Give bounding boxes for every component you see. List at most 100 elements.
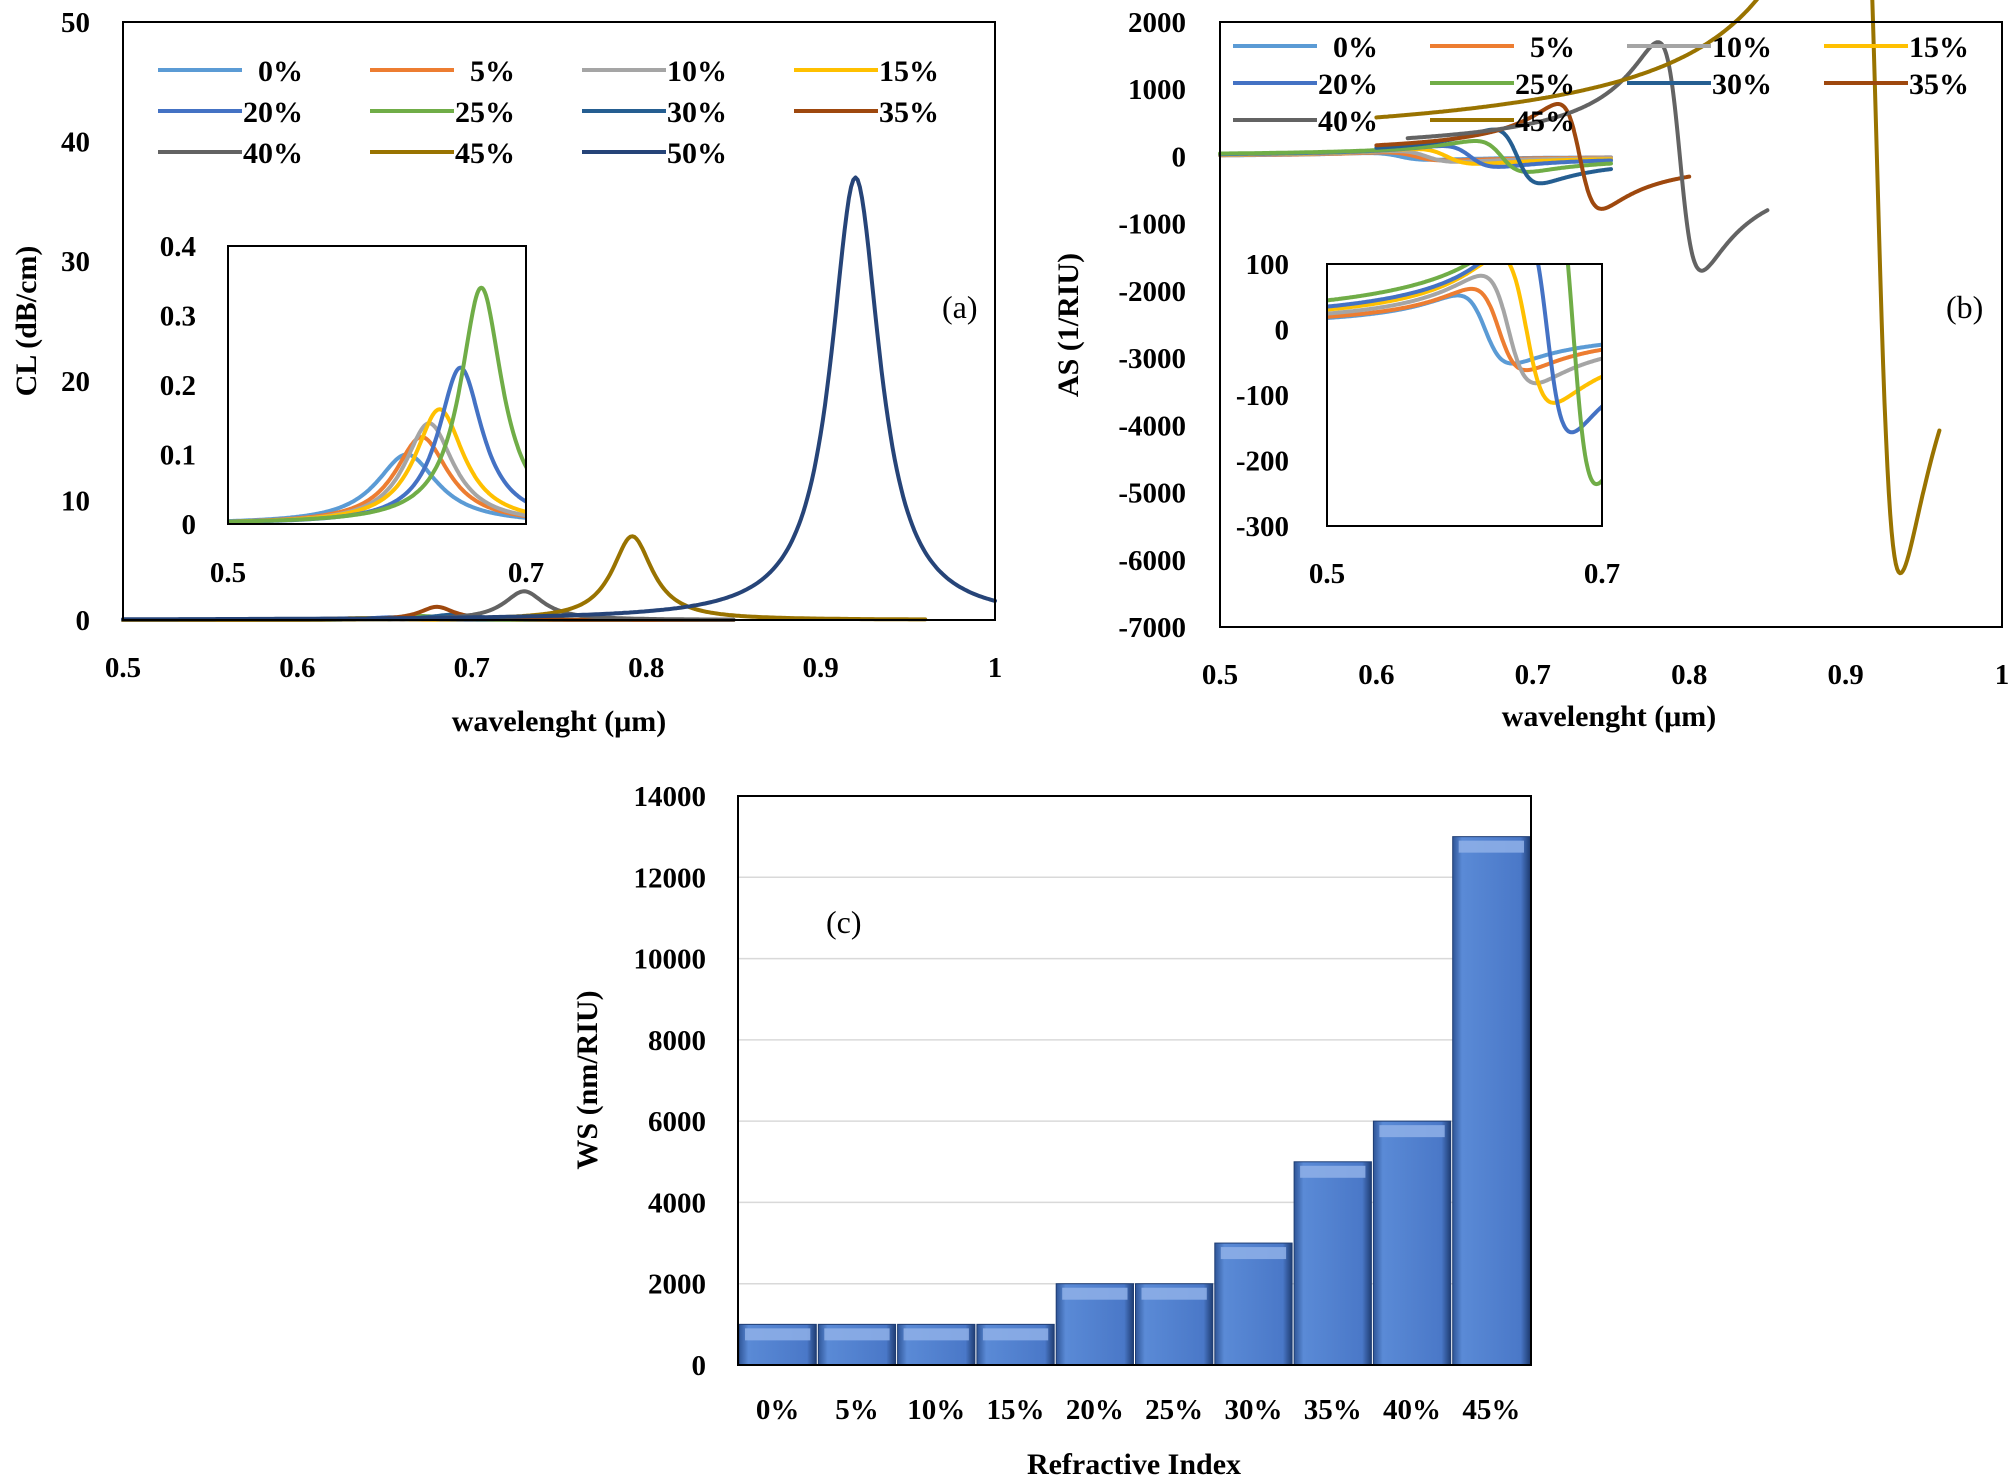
- chart-c-bar-bevel: [1458, 840, 1524, 853]
- chart-c-xtick: 20%: [1066, 1394, 1124, 1426]
- chart-a-xtick: 0.9: [802, 652, 838, 684]
- legend-label-35pct: 35%: [1909, 68, 1969, 101]
- chart-c-bar-bevel: [1062, 1287, 1128, 1300]
- chart-c-bar-15pct: [976, 1323, 1055, 1366]
- chart-a-xtick: 0.5: [105, 652, 141, 684]
- legend-label-5pct: 5%: [470, 55, 515, 88]
- chart-c-xtick: 10%: [907, 1394, 965, 1426]
- chart-a-inset-curves: [228, 285, 526, 524]
- chart-b-xtick: 0.9: [1827, 659, 1863, 691]
- chart-a-xtick: 0.6: [279, 652, 315, 684]
- chart-a-ylabel: CL (dB/cm): [10, 246, 43, 397]
- chart-a-xtick: 0.7: [454, 652, 490, 684]
- chart-c-xtick: 5%: [835, 1394, 879, 1426]
- legend-label-10pct: 10%: [667, 55, 727, 88]
- chart-b-ytick: 1000: [1128, 74, 1186, 106]
- chart-a-ytick: 40: [61, 127, 90, 159]
- chart-c-bar-bevel: [1141, 1287, 1207, 1300]
- chart-c-xtick: 45%: [1462, 1394, 1520, 1426]
- chart-c-xtick: 0%: [756, 1394, 800, 1426]
- chart-c-ytick: 6000: [648, 1106, 706, 1138]
- chart-c-ticks: 0 2000 4000 6000 8000 10000 12000 14000 0% 5% 10% 1…: [634, 781, 1521, 1426]
- chart-b-ytick: -2000: [1118, 276, 1186, 308]
- chart-c-ytick: 4000: [648, 1187, 706, 1219]
- chart-a-inset-series-25pct: [228, 285, 526, 524]
- chart-a-inset-ytick: 0.3: [160, 301, 196, 333]
- chart-b-series-35pct: [1374, 102, 1692, 211]
- chart-b-ytick: 0: [1172, 141, 1187, 173]
- chart-b-ytick: -1000: [1118, 209, 1186, 241]
- chart-b-ylabel: AS (1/RIU): [1052, 253, 1085, 397]
- chart-b-ticks: 0.5 0.6 0.7 0.8 0.9 1200010000-1000-2000-3000…: [1118, 7, 2008, 691]
- chart-a-inset-xtick: 0.7: [508, 557, 544, 589]
- chart-c-frame: [737, 795, 1532, 1366]
- legend-label-20pct: 20%: [1318, 68, 1378, 101]
- legend-label-45pct: 45%: [455, 137, 515, 170]
- chart-b-series-45pct: [1374, 0, 1942, 576]
- legend-label-40pct: 40%: [1318, 105, 1378, 138]
- chart-b-ytick: -5000: [1118, 478, 1186, 510]
- chart-b-ytick: -6000: [1118, 545, 1186, 577]
- chart-c-bar-45pct: [1452, 836, 1531, 1366]
- chart-c-ylabel: WS (nm/RIU): [571, 990, 604, 1169]
- chart-b-xtick: 1: [1995, 659, 2008, 691]
- chart-b-inset-ytick: 100: [1246, 249, 1290, 281]
- chart-a-inset: 0 0.1 0.2 0.3 0.4 0.5 0.7: [160, 231, 544, 589]
- chart-c-xtick: 30%: [1224, 1394, 1282, 1426]
- chart-b-xtick: 0.5: [1202, 659, 1238, 691]
- chart-c-bar-bevel: [1220, 1247, 1287, 1260]
- chart-b-inset-frame: [1326, 263, 1603, 527]
- chart-a-inset-ytick: 0.1: [160, 440, 196, 472]
- chart-b-plot-area: [1218, 0, 1942, 576]
- chart-b-series-25pct: [1218, 139, 1613, 174]
- chart-b-inset-ytick: -300: [1236, 511, 1289, 543]
- chart-a-panel-label: (a): [942, 289, 978, 325]
- chart-b-inset-xtick: 0.5: [1309, 558, 1345, 590]
- chart-a-ytick: 50: [61, 7, 90, 39]
- chart-c-bar-bevel: [903, 1328, 969, 1341]
- chart-a-legend: 0% 5% 10% 15% 20% 25% 30% 35% 40% 45% 50%: [158, 55, 939, 170]
- chart-c-bar-30pct: [1214, 1242, 1293, 1366]
- legend-label-20pct: 20%: [243, 96, 303, 129]
- chart-c-bar-35pct: [1293, 1161, 1372, 1366]
- chart-c-ytick: 12000: [634, 862, 707, 894]
- chart-b-inset-curves: [1327, 264, 1602, 487]
- chart-c-bar-40pct: [1372, 1120, 1452, 1366]
- chart-c-xtick: 25%: [1145, 1394, 1203, 1426]
- chart-b-ytick: -7000: [1118, 612, 1186, 644]
- chart-c-xtick: 15%: [987, 1394, 1045, 1426]
- legend-label-0pct: 0%: [1333, 31, 1378, 64]
- chart-a-frame: [122, 21, 996, 621]
- chart-a-inset-frame: [227, 245, 527, 525]
- chart-b-xtick: 0.7: [1515, 659, 1551, 691]
- chart-a-xlabel: wavelenght (μm): [452, 705, 666, 738]
- chart-a-inset-ytick: 0.4: [160, 231, 196, 263]
- chart-c-ytick: 8000: [648, 1025, 706, 1057]
- chart-b-inset-series-25pct: [1327, 264, 1602, 487]
- chart-c-bar-25pct: [1135, 1283, 1214, 1366]
- chart-b-inset: 100 0 -100 -200 -300 0.5 0.7: [1236, 249, 1620, 590]
- chart-a-xtick: 0.8: [628, 652, 664, 684]
- chart-c-bar-body: [1214, 1242, 1293, 1366]
- legend-label-45pct: 45%: [1515, 105, 1575, 138]
- chart-c-bar-bevel: [745, 1328, 811, 1341]
- legend-label-40pct: 40%: [243, 137, 303, 170]
- legend-label-50pct: 50%: [667, 137, 727, 170]
- chart-c-bar-bevel: [1300, 1165, 1366, 1178]
- chart-b-xtick: 0.6: [1358, 659, 1394, 691]
- chart-c-bar-body: [1293, 1161, 1372, 1366]
- chart-c-ytick: 2000: [648, 1269, 706, 1301]
- chart-c-bar-5pct: [817, 1323, 897, 1366]
- chart-a-inset-ytick: 0: [182, 509, 197, 541]
- chart-b-xtick: 0.8: [1671, 659, 1707, 691]
- chart-b-inset-ytick: -200: [1236, 446, 1289, 478]
- chart-b-inset-series-20pct: [1327, 264, 1602, 435]
- chart-b-ytick: -4000: [1118, 410, 1186, 442]
- chart-c-bar-bevel: [824, 1328, 890, 1341]
- chart-c-ytick: 14000: [634, 781, 707, 813]
- chart-b-inset-ytick: -100: [1236, 380, 1289, 412]
- chart-c-panel-label: (c): [826, 904, 862, 940]
